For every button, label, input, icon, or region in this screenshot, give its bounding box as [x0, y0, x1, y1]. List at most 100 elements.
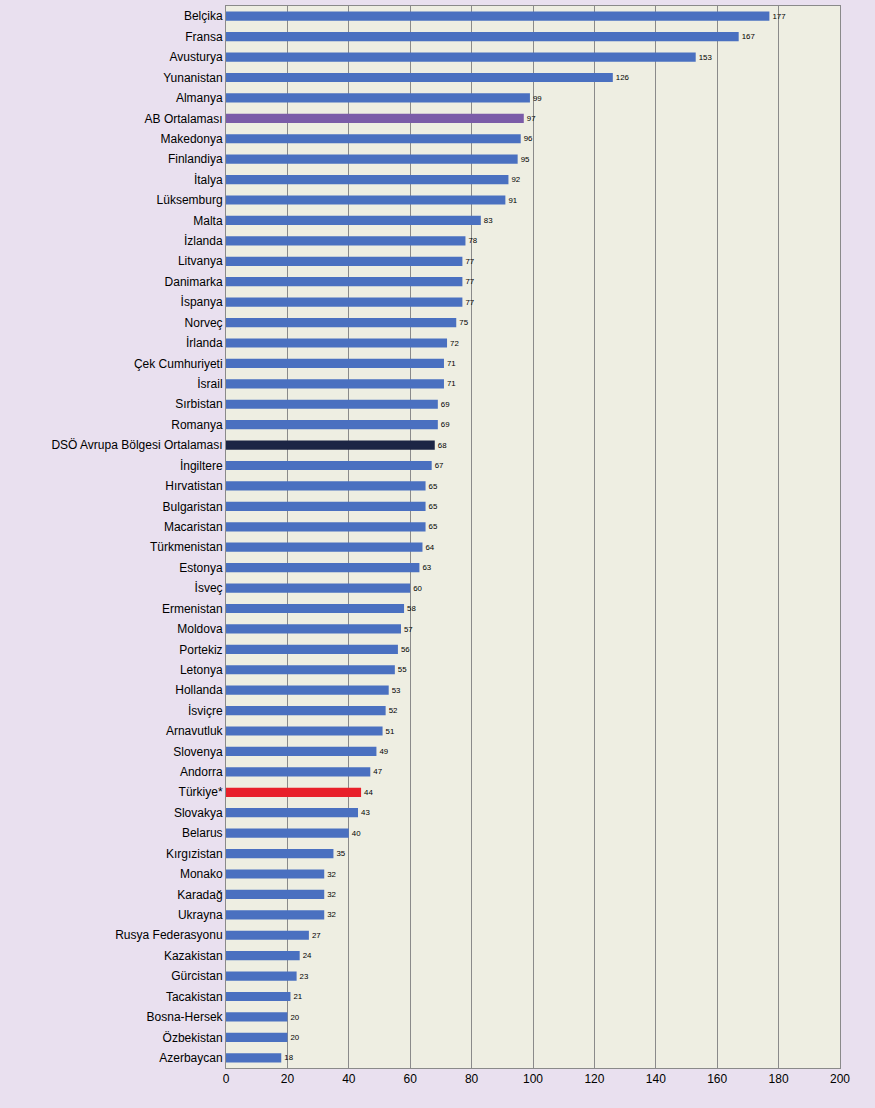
svg-text:Rusya Federasyonu: Rusya Federasyonu — [115, 928, 222, 942]
svg-text:99: 99 — [533, 94, 542, 103]
svg-text:Macaristan: Macaristan — [164, 520, 223, 534]
svg-text:Slovenya: Slovenya — [173, 745, 223, 759]
svg-text:71: 71 — [447, 359, 456, 368]
svg-text:Gürcistan: Gürcistan — [171, 969, 222, 983]
svg-text:160: 160 — [707, 1072, 727, 1086]
svg-text:18: 18 — [284, 1053, 293, 1062]
svg-text:58: 58 — [407, 604, 416, 613]
svg-text:180: 180 — [769, 1072, 789, 1086]
svg-text:126: 126 — [616, 73, 630, 82]
svg-text:Kırgızistan: Kırgızistan — [166, 847, 223, 861]
svg-text:Yunanistan: Yunanistan — [163, 71, 222, 85]
svg-text:Çek Cumhuriyeti: Çek Cumhuriyeti — [134, 357, 223, 371]
svg-text:40: 40 — [342, 1072, 356, 1086]
svg-text:İsrail: İsrail — [197, 377, 222, 391]
svg-text:96: 96 — [524, 134, 533, 143]
svg-text:0: 0 — [223, 1072, 230, 1086]
svg-text:Almanya: Almanya — [176, 91, 223, 105]
svg-text:Hollanda: Hollanda — [175, 683, 223, 697]
svg-text:AB Ortalaması: AB Ortalaması — [145, 112, 223, 126]
svg-text:68: 68 — [438, 441, 447, 450]
svg-text:65: 65 — [429, 482, 438, 491]
svg-text:56: 56 — [401, 645, 410, 654]
svg-text:İsviçre: İsviçre — [188, 704, 223, 718]
svg-text:51: 51 — [386, 727, 395, 736]
svg-text:140: 140 — [646, 1072, 666, 1086]
svg-text:75: 75 — [459, 318, 468, 327]
svg-text:Danimarka: Danimarka — [165, 275, 223, 289]
svg-text:Lüksemburg: Lüksemburg — [157, 193, 223, 207]
svg-text:Türkiye*: Türkiye* — [179, 785, 223, 799]
svg-text:İrlanda: İrlanda — [186, 336, 223, 350]
svg-text:83: 83 — [484, 216, 493, 225]
svg-text:65: 65 — [429, 522, 438, 531]
svg-text:Özbekistan: Özbekistan — [163, 1031, 223, 1045]
svg-text:Bulgaristan: Bulgaristan — [163, 500, 223, 514]
svg-text:Fransa: Fransa — [185, 30, 223, 44]
svg-text:Slovakya: Slovakya — [174, 806, 223, 820]
svg-text:Avusturya: Avusturya — [169, 50, 222, 64]
svg-text:57: 57 — [404, 625, 413, 634]
svg-text:47: 47 — [373, 767, 382, 776]
svg-text:60: 60 — [404, 1072, 418, 1086]
svg-text:55: 55 — [398, 665, 407, 674]
svg-text:177: 177 — [772, 12, 785, 21]
svg-text:52: 52 — [389, 706, 398, 715]
svg-text:77: 77 — [465, 257, 474, 266]
svg-text:Kazakistan: Kazakistan — [164, 949, 223, 963]
svg-text:32: 32 — [327, 910, 336, 919]
svg-text:78: 78 — [468, 236, 477, 245]
svg-text:77: 77 — [465, 277, 474, 286]
svg-text:69: 69 — [441, 400, 450, 409]
svg-text:İsveç: İsveç — [195, 581, 223, 595]
svg-text:Hırvatistan: Hırvatistan — [165, 479, 222, 493]
svg-text:Karadağ: Karadağ — [177, 888, 222, 902]
svg-text:Türkmenistan: Türkmenistan — [150, 540, 223, 554]
svg-text:200: 200 — [830, 1072, 850, 1086]
svg-text:20: 20 — [290, 1013, 299, 1022]
svg-text:Norveç: Norveç — [185, 316, 223, 330]
svg-text:65: 65 — [429, 502, 438, 511]
svg-text:İngiltere: İngiltere — [180, 459, 223, 473]
svg-text:Malta: Malta — [193, 214, 223, 228]
svg-text:Tacakistan: Tacakistan — [166, 990, 223, 1004]
svg-text:24: 24 — [303, 951, 312, 960]
svg-text:63: 63 — [422, 563, 431, 572]
svg-text:Romanya: Romanya — [171, 418, 223, 432]
svg-text:Estonya: Estonya — [179, 561, 223, 575]
svg-text:23: 23 — [300, 972, 309, 981]
svg-text:Sırbistan: Sırbistan — [175, 397, 222, 411]
svg-text:67: 67 — [435, 461, 444, 470]
svg-text:Letonya: Letonya — [180, 663, 223, 677]
svg-text:64: 64 — [425, 543, 434, 552]
svg-text:44: 44 — [364, 788, 373, 797]
svg-text:49: 49 — [379, 747, 388, 756]
svg-text:35: 35 — [336, 849, 345, 858]
svg-text:Finlandiya: Finlandiya — [168, 152, 223, 166]
svg-text:69: 69 — [441, 420, 450, 429]
svg-text:İspanya: İspanya — [181, 295, 223, 309]
svg-text:Portekiz: Portekiz — [179, 643, 222, 657]
svg-text:20: 20 — [281, 1072, 295, 1086]
svg-text:Ermenistan: Ermenistan — [162, 602, 223, 616]
svg-text:95: 95 — [521, 155, 530, 164]
svg-text:Monako: Monako — [180, 867, 223, 881]
svg-text:Makedonya: Makedonya — [161, 132, 223, 146]
svg-text:167: 167 — [742, 32, 755, 41]
svg-text:İzlanda: İzlanda — [184, 234, 223, 248]
svg-text:97: 97 — [527, 114, 536, 123]
svg-text:32: 32 — [327, 890, 336, 899]
svg-text:21: 21 — [293, 992, 302, 1001]
svg-text:Arnavutluk: Arnavutluk — [166, 724, 224, 738]
svg-text:Belçika: Belçika — [184, 9, 223, 23]
svg-text:Bosna-Hersek: Bosna-Hersek — [147, 1010, 224, 1024]
svg-text:40: 40 — [352, 829, 361, 838]
svg-text:80: 80 — [465, 1072, 479, 1086]
svg-text:Azerbaycan: Azerbaycan — [159, 1051, 222, 1065]
svg-text:Andorra: Andorra — [180, 765, 223, 779]
svg-text:71: 71 — [447, 379, 456, 388]
svg-text:72: 72 — [450, 339, 459, 348]
svg-text:Litvanya: Litvanya — [178, 254, 223, 268]
svg-text:53: 53 — [392, 686, 401, 695]
svg-text:DSÖ Avrupa Bölgesi Ortalaması: DSÖ Avrupa Bölgesi Ortalaması — [51, 438, 222, 452]
